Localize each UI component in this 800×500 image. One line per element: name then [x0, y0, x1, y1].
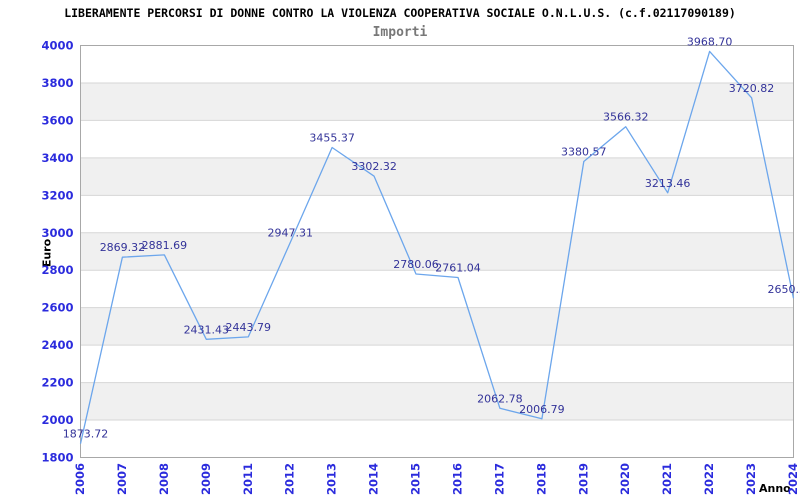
x-tick-label: 2024	[786, 463, 800, 495]
data-point-label: 2650.5	[768, 283, 800, 296]
x-axis-title: Anno	[759, 482, 791, 495]
data-point-label: 3566.32	[603, 111, 649, 124]
chart-title: LIBERAMENTE PERCORSI DI DONNE CONTRO LA …	[64, 6, 736, 20]
x-tick-label: 2012	[283, 463, 297, 495]
plot-band	[80, 157, 794, 196]
data-point-label: 3455.37	[309, 131, 355, 144]
plot-band	[80, 82, 794, 121]
y-tick-label: 2200	[41, 376, 73, 390]
data-point-label: 2443.79	[226, 321, 272, 334]
x-tick-label: 2020	[618, 463, 632, 495]
x-tick-label: 2017	[492, 463, 506, 495]
plot-band	[80, 382, 794, 421]
x-tick-label: 2015	[409, 463, 423, 495]
data-point-label: 3302.32	[351, 160, 397, 173]
x-tick-label: 2016	[450, 463, 464, 495]
y-tick-label: 2800	[41, 263, 73, 277]
y-tick-label: 1800	[41, 451, 73, 465]
y-tick-label: 3000	[41, 226, 73, 240]
x-tick-label: 2007	[115, 463, 129, 495]
plot-border	[80, 45, 794, 458]
y-tick-label: 3200	[41, 188, 73, 202]
x-tick-label: 2014	[367, 463, 381, 495]
x-tick-label: 2018	[534, 463, 548, 495]
x-tick-label: 2023	[744, 463, 758, 495]
series-line	[79, 50, 795, 444]
x-tick-label: 2009	[199, 463, 213, 495]
x-tick-label: 2019	[576, 463, 590, 495]
data-point-label: 2881.69	[142, 239, 188, 252]
data-point-label: 2062.78	[477, 392, 523, 405]
y-tick-label: 3600	[41, 113, 73, 127]
x-tick-label: 2008	[157, 463, 171, 495]
data-point-label: 3968.70	[687, 35, 733, 48]
data-point-label: 2780.06	[393, 258, 439, 271]
data-point-label: 2947.31	[267, 227, 313, 240]
y-tick-label: 4000	[41, 39, 73, 53]
data-point-label: 2869.32	[100, 241, 146, 254]
data-point-label: 3213.46	[645, 177, 691, 190]
x-tick-label: 2013	[325, 463, 339, 495]
x-tick-label: 2021	[660, 463, 674, 495]
plot-band	[80, 232, 794, 271]
x-tick-label: 2006	[73, 463, 87, 495]
data-point-label: 2006.79	[519, 403, 565, 416]
data-point-label: 1873.72	[63, 428, 109, 441]
y-tick-label: 2400	[41, 338, 73, 352]
y-tick-label: 2600	[41, 301, 73, 315]
data-point-label: 3720.82	[729, 82, 775, 95]
data-point-label: 2761.04	[435, 262, 481, 275]
y-tick-label: 3400	[41, 151, 73, 165]
chart-subtitle: Importi	[372, 25, 428, 40]
y-tick-label: 2000	[41, 413, 73, 427]
x-tick-label: 2011	[241, 463, 255, 495]
x-tick-label: 2022	[702, 463, 716, 495]
data-point-label: 3380.57	[561, 146, 607, 159]
data-point-label: 2431.43	[184, 323, 230, 336]
y-tick-label: 3800	[41, 76, 73, 90]
